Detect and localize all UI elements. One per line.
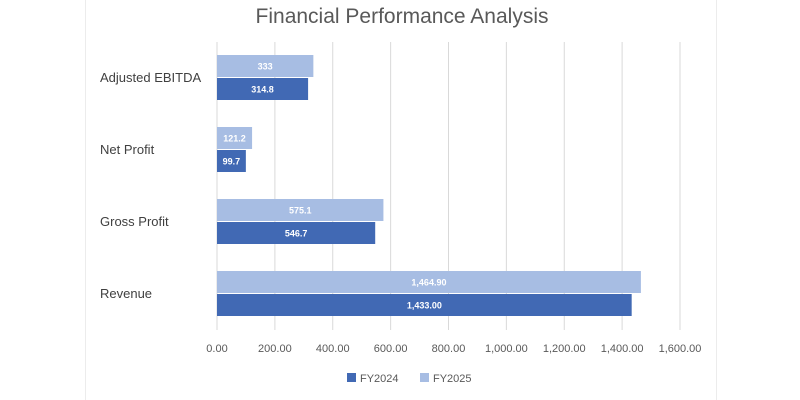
legend-label: FY2025 xyxy=(433,373,472,385)
x-tick-label: 1,600.00 xyxy=(659,343,702,355)
chart-frame xyxy=(85,0,717,400)
x-tick-label: 600.00 xyxy=(374,343,408,355)
data-label: 99.7 xyxy=(223,157,241,167)
data-label: 314.8 xyxy=(251,85,274,95)
x-tick-labels: 0.00 200.00 400.00 600.00 800.00 1,000.00 1,20… xyxy=(206,343,701,355)
data-label: 1,464.90 xyxy=(411,278,446,288)
category-label: Gross Profit xyxy=(100,214,169,229)
category-labels: Adjusted EBITDA Net Profit Gross Profit Rev… xyxy=(100,70,201,301)
category-label: Revenue xyxy=(100,286,152,301)
bar-fy2025 xyxy=(217,199,384,221)
x-tick-label: 1,000.00 xyxy=(485,343,528,355)
x-tick-label: 200.00 xyxy=(258,343,292,355)
x-tick-label: 0.00 xyxy=(206,343,227,355)
bar-fy2025 xyxy=(217,271,641,293)
bar-fy2025 xyxy=(217,55,314,77)
x-tick-label: 800.00 xyxy=(432,343,466,355)
data-label: 1,433.00 xyxy=(407,301,442,311)
bar-fy2024 xyxy=(217,78,309,100)
data-label: 575.1 xyxy=(289,206,312,216)
category-label: Adjusted EBITDA xyxy=(100,70,201,85)
category-label: Net Profit xyxy=(100,142,155,157)
legend-swatch-fy2025 xyxy=(420,373,429,382)
x-tick-label: 1,200.00 xyxy=(543,343,586,355)
chart-title: Financial Performance Analysis xyxy=(256,5,549,28)
bar-fy2025 xyxy=(217,127,253,149)
x-tick-label: 400.00 xyxy=(316,343,350,355)
data-label: 121.2 xyxy=(223,134,246,144)
legend-label: FY2024 xyxy=(360,373,399,385)
x-tick-label: 1,400.00 xyxy=(601,343,644,355)
legend: FY2024 FY2025 xyxy=(347,373,472,385)
legend-swatch-fy2024 xyxy=(347,373,356,382)
bars: 333 314.8 121.2 99.7 575.1 546.7 1,464.90 1,433… xyxy=(217,55,641,316)
data-label: 546.7 xyxy=(285,229,308,239)
bar-fy2024 xyxy=(217,150,246,172)
bar-fy2024 xyxy=(217,222,376,244)
bar-fy2024 xyxy=(217,294,632,316)
data-label: 333 xyxy=(258,62,273,72)
